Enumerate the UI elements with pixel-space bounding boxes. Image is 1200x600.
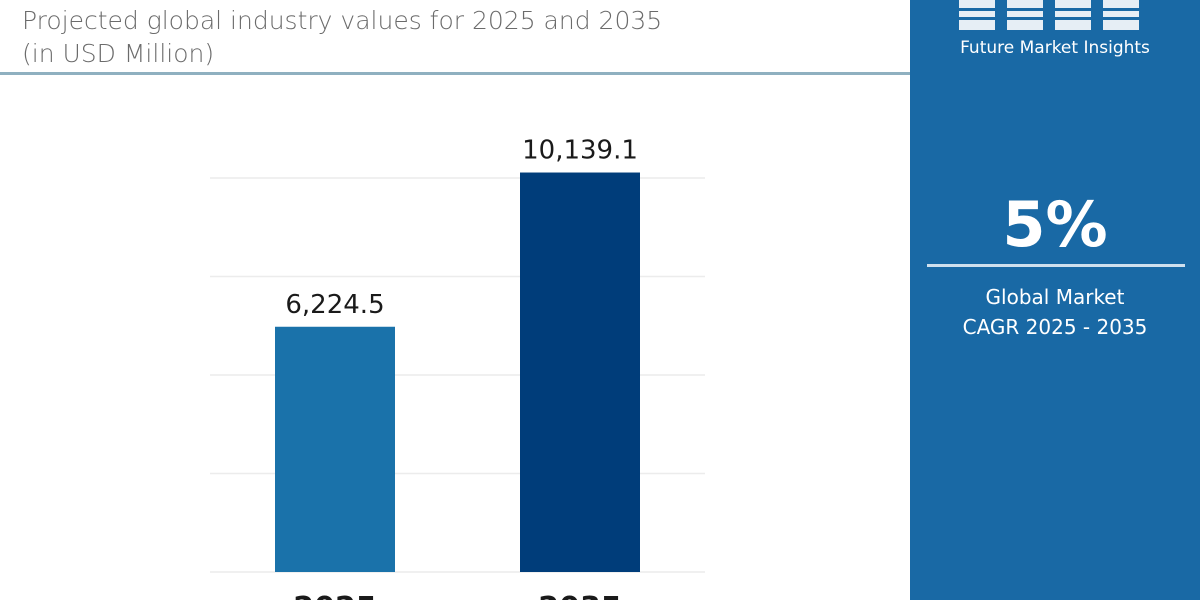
cagr-label-line-2: CAGR 2025 - 2035 <box>962 315 1148 339</box>
data-label: 10,139.1 <box>522 136 638 166</box>
cagr-panel: Future Market Insights 5% Global Market … <box>910 0 1200 600</box>
data-label: 6,224.5 <box>285 290 384 320</box>
bar-2035 <box>520 172 640 572</box>
bar-2025 <box>275 326 395 572</box>
x-tick-label: 2035 <box>538 591 622 600</box>
x-tick-label: 2025 <box>293 591 377 600</box>
brand-name: Future Market Insights <box>960 38 1150 58</box>
logo-icon <box>957 0 1153 30</box>
cagr-value: 5% <box>1002 188 1108 261</box>
subtitle-line-1: Projected global industry values for 202… <box>22 6 663 35</box>
panel-divider <box>927 264 1185 267</box>
header-divider <box>0 72 910 75</box>
subtitle-line-2: (in USD Million) <box>22 39 215 68</box>
cagr-label: Global Market CAGR 2025 - 2035 <box>910 282 1200 342</box>
cagr-label-line-1: Global Market <box>985 285 1125 309</box>
chart-subtitle: Projected global industry values for 202… <box>22 4 662 70</box>
bar-chart: 6,224.5 2025 10,139.1 2035 <box>210 136 705 600</box>
